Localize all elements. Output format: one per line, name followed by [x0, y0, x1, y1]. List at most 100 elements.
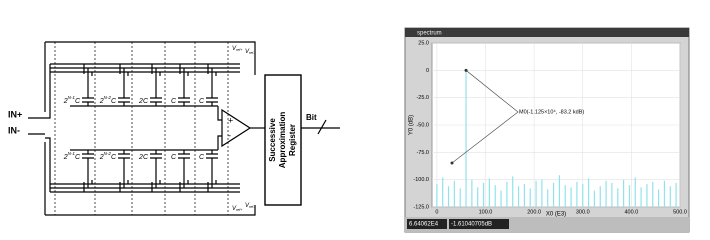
node-wire — [70, 105, 222, 121]
x-tick-label: 200.0 — [527, 209, 541, 215]
y-tick-label: 0 — [426, 68, 429, 74]
plot: 25.0 0 -25.0 -50.0 -75.0 -100.0 -125.0 0 100.0 20… — [413, 40, 686, 215]
x-tick-label: 500.0 — [673, 209, 687, 215]
label-sub: ref+ — [236, 48, 242, 52]
switch — [179, 178, 189, 192]
label: C — [171, 98, 177, 105]
x-tick-label: 0 — [435, 209, 438, 215]
sar-box — [264, 74, 302, 206]
comparator-minus: - — [228, 130, 231, 140]
y-tick-label: -50.0 — [416, 122, 429, 128]
label-sub: ref- — [249, 205, 255, 209]
label-sup: N-2 — [104, 151, 112, 156]
status-text: 6.64062E4 — [409, 222, 439, 228]
y-tick-label: -75.0 — [416, 150, 429, 156]
status-text: -1.61040705dB — [451, 222, 492, 228]
label-part: 2C — [138, 98, 149, 105]
label: 2N-2C — [99, 95, 117, 105]
capacitor — [206, 78, 218, 106]
switch — [207, 64, 217, 78]
capacitor — [82, 78, 94, 106]
switch — [151, 64, 161, 78]
label: C — [199, 98, 205, 105]
status-bar — [405, 217, 689, 232]
label-part: 2 — [99, 98, 104, 105]
capacitor — [178, 78, 190, 106]
y-tick-label: 25.0 — [418, 40, 429, 46]
title-bar — [405, 28, 689, 37]
label-part: C — [171, 98, 177, 105]
capacitor — [82, 150, 94, 178]
label-sup: N-1 — [68, 151, 76, 156]
label-sup: N-1 — [68, 95, 76, 100]
input-bus — [45, 137, 51, 192]
capacitor — [118, 78, 130, 106]
comparator — [221, 108, 252, 148]
label-part: C — [171, 154, 177, 161]
y-axis-label: Y0 (dB) — [409, 115, 415, 135]
label-part: V — [232, 206, 237, 212]
window-title: spectrum — [417, 31, 442, 37]
label-part: C — [199, 98, 205, 105]
label-sup: N-2 — [104, 95, 112, 100]
input-wire — [28, 117, 45, 135]
output-wire — [301, 119, 340, 135]
label: 2N-1C — [63, 95, 81, 105]
label-part: C — [75, 154, 81, 161]
sar-line: Approximation — [278, 112, 287, 169]
label-part: C — [199, 154, 205, 161]
sar-line: Successive — [268, 118, 277, 162]
node-wire — [70, 135, 222, 151]
label: Vref- — [245, 203, 255, 209]
label-part: 2 — [63, 98, 68, 105]
capacitor — [150, 78, 162, 106]
label-part: 2 — [63, 154, 68, 161]
label-sub: ref+ — [236, 208, 242, 212]
label: 2C — [138, 98, 149, 105]
marker-lines — [451, 70, 519, 164]
capacitor — [118, 150, 130, 178]
input-label: IN+ — [8, 109, 22, 119]
label: 2N-2C — [99, 151, 117, 161]
label-part: V — [245, 203, 250, 209]
label-part: V — [245, 49, 250, 55]
status-box — [407, 219, 447, 229]
label: Vref+ — [232, 46, 242, 52]
capacitor — [206, 150, 218, 178]
label: C — [199, 154, 205, 161]
marker-dot — [464, 68, 468, 72]
status-box — [449, 219, 509, 229]
marker-dot — [450, 161, 454, 165]
input-bus — [45, 64, 51, 119]
x-tick-label: 100.0 — [479, 209, 493, 215]
switch — [83, 64, 93, 78]
label: Vref+ — [232, 206, 242, 212]
switch — [179, 64, 189, 78]
label: C — [171, 154, 177, 161]
capacitor — [178, 150, 190, 178]
annotation: M0(-1.125×10⁴, -83.2 kdB) — [519, 108, 584, 115]
capacitor — [150, 150, 162, 178]
label: Vref- — [245, 49, 255, 55]
switch — [83, 178, 93, 192]
y-tick-label: -25.0 — [416, 95, 429, 101]
label: 2C — [138, 154, 149, 161]
y-tick-label: -100.0 — [413, 177, 429, 183]
output-label: Bit — [306, 113, 317, 122]
sar-label: Successive Approximation Register — [268, 112, 297, 169]
label-part: 2 — [99, 154, 104, 161]
switch — [119, 64, 129, 78]
label-part: C — [75, 98, 81, 105]
switch — [207, 178, 217, 192]
x-tick-label: 400.0 — [624, 209, 638, 215]
y-tick-label: -125.0 — [413, 204, 429, 210]
switch — [151, 178, 161, 192]
label-part: C — [111, 154, 117, 161]
switch — [119, 178, 129, 192]
label: 2N-1C — [63, 151, 81, 161]
sar-line: Register — [288, 124, 297, 156]
sar-adc-circuit: + - IN+ IN- Bit Successive Approximation… — [8, 41, 340, 216]
comparator-plus: + — [228, 115, 233, 125]
x-axis-label: X0 (E3) — [546, 212, 566, 218]
